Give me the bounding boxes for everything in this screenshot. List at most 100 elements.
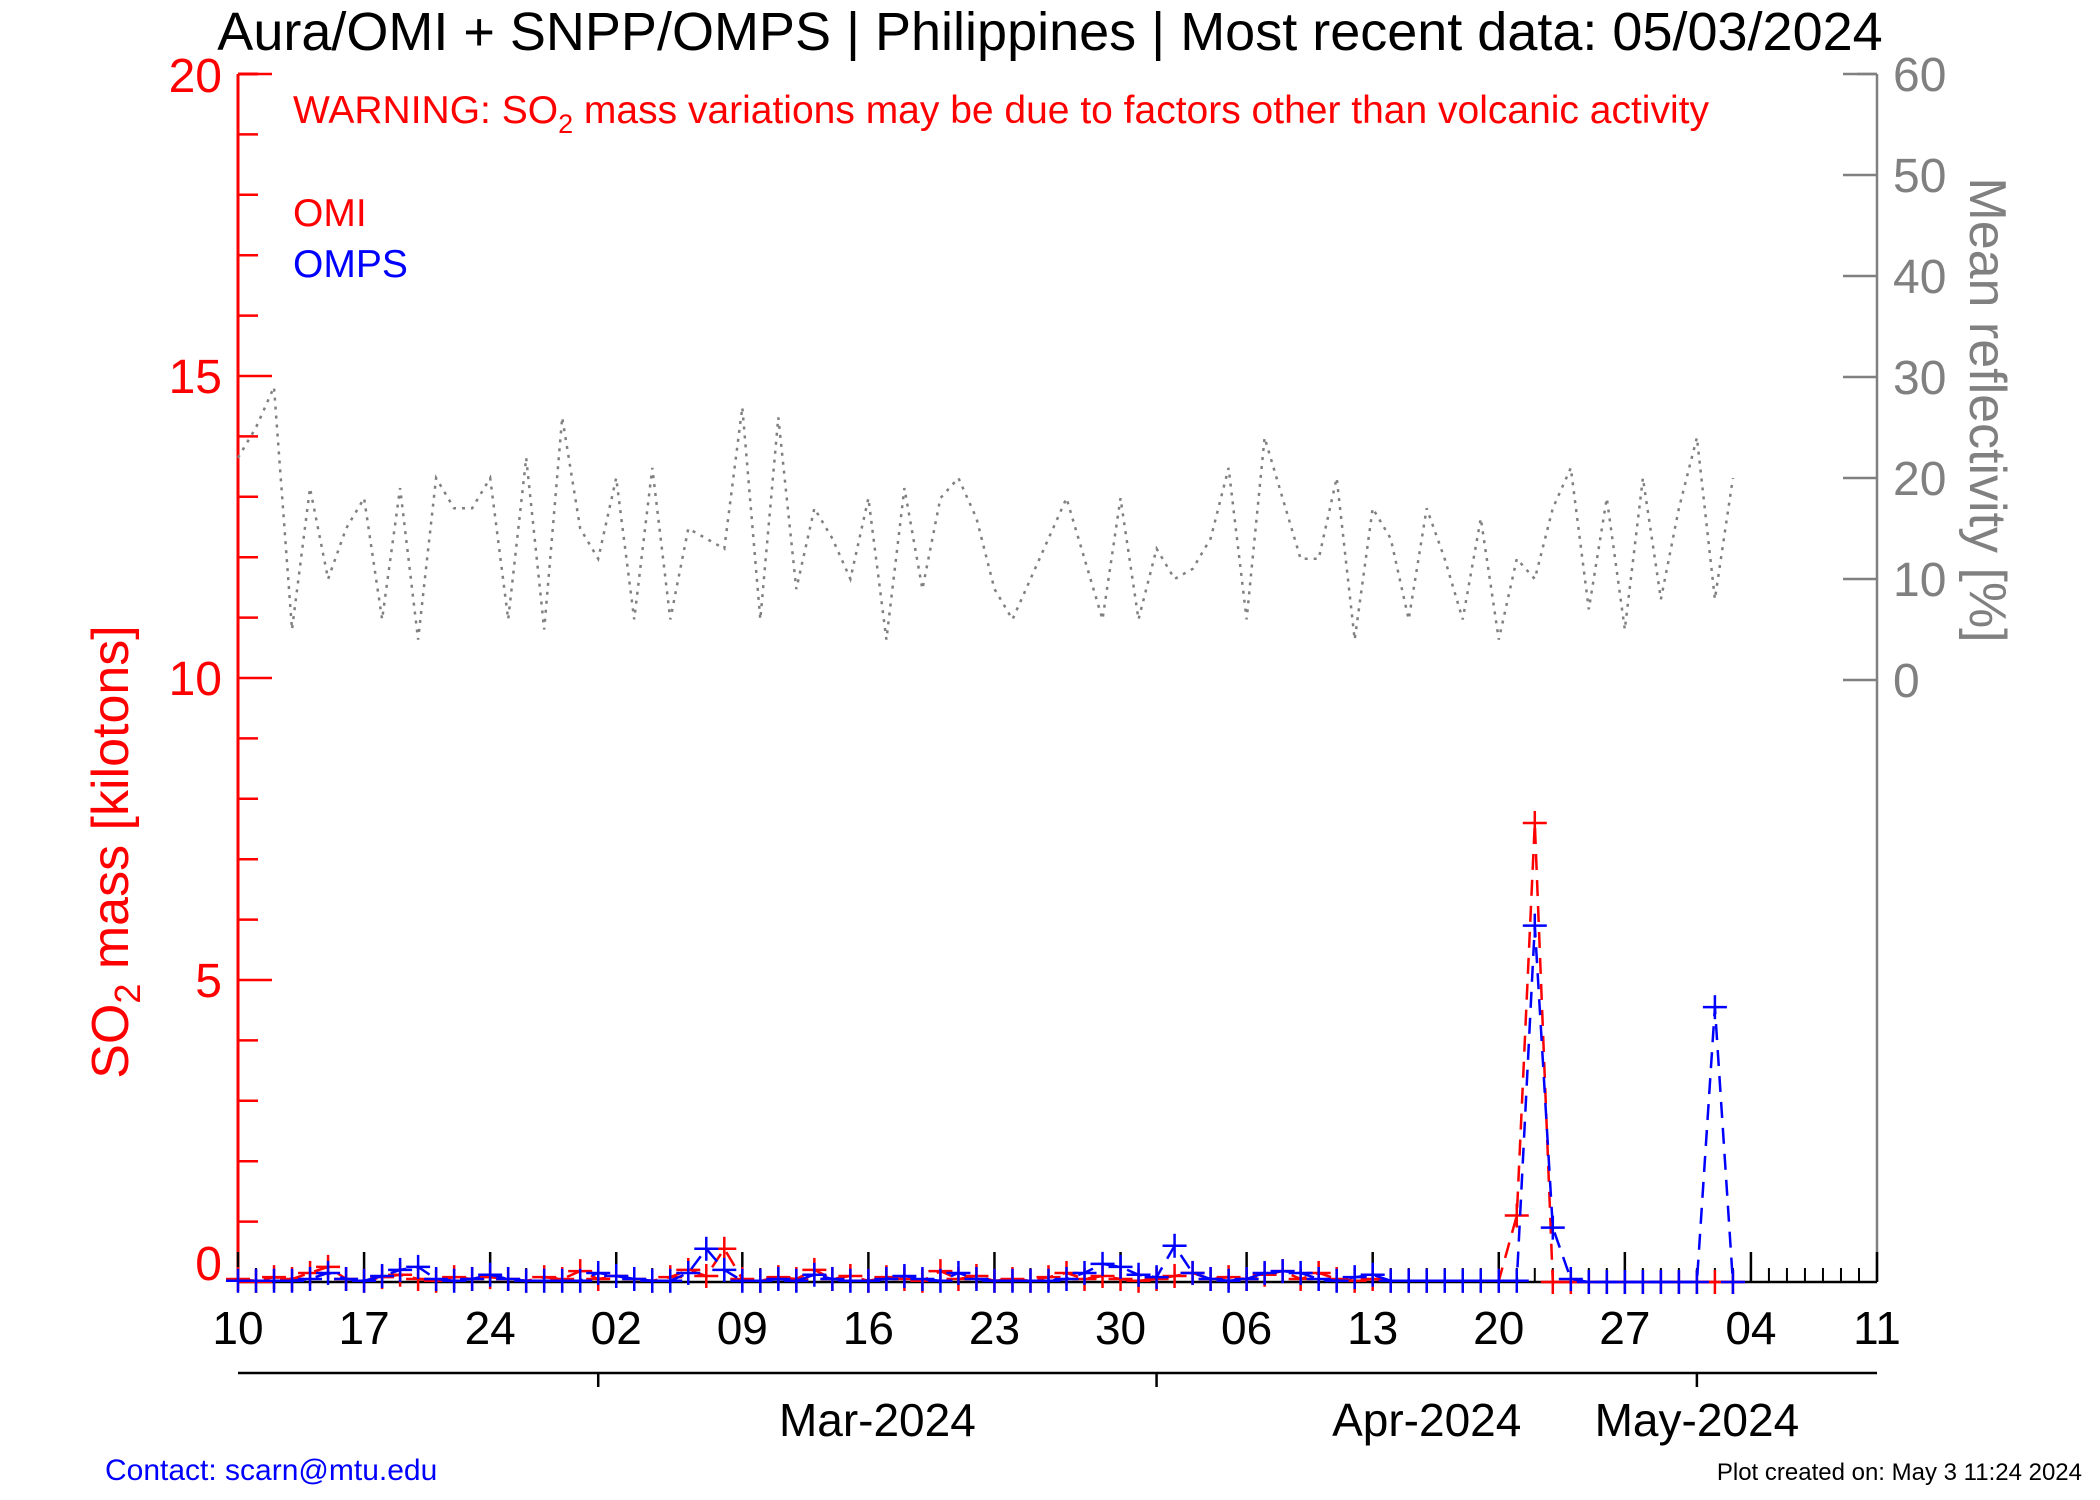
x-tick-label: 04: [1725, 1302, 1776, 1354]
omps-point: [370, 1263, 395, 1288]
omps-point: [388, 1257, 413, 1282]
y-left-tick-label: 5: [195, 955, 222, 1008]
omps-point: [424, 1266, 449, 1291]
omps-point: [1720, 1270, 1745, 1294]
omps-point: [802, 1262, 827, 1287]
x-tick-label: 06: [1221, 1302, 1272, 1354]
x-tick-label: 09: [717, 1302, 768, 1354]
omps-point: [568, 1268, 593, 1293]
omps-point: [766, 1266, 791, 1291]
omps-point: [298, 1266, 323, 1291]
omps-point: [910, 1266, 935, 1291]
omps-point: [1306, 1266, 1331, 1291]
omps-point: [604, 1263, 629, 1288]
omps-point: [1684, 1270, 1709, 1294]
month-axis: Mar-2024 Apr-2024 May-2024: [238, 1371, 1877, 1446]
omps-point: [676, 1260, 701, 1285]
axes: 0 5 10 15 20 0 10 20 30 40 50 60 10 17 24 02 09 16 23 30 06 1…: [169, 49, 1947, 1354]
omps-point: [1144, 1265, 1169, 1290]
omps-point: [460, 1266, 485, 1291]
month-label: May-2024: [1595, 1394, 1800, 1446]
omi-point: [694, 1263, 719, 1288]
omps-point: [442, 1268, 467, 1293]
reflectivity-series-line: [236, 386, 1735, 640]
y-left-tick-label: 10: [169, 653, 222, 706]
month-label: Apr-2024: [1332, 1394, 1521, 1446]
omps-point: [1108, 1254, 1133, 1279]
plot-series: [226, 386, 1745, 1294]
omps-point: [1702, 995, 1727, 1020]
x-tick-label: 27: [1599, 1302, 1650, 1354]
omps-point: [280, 1268, 305, 1293]
omps-point: [1540, 1215, 1565, 1240]
omps-point: [1522, 913, 1547, 938]
y-right-tick-label: 40: [1893, 251, 1946, 304]
omps-point: [334, 1266, 359, 1291]
contact-text: Contact: scarn@mtu.edu: [105, 1454, 437, 1487]
omps-point: [1270, 1259, 1295, 1284]
y-left-axis-label: SO2 mass [kilotons]: [82, 625, 148, 1079]
omps-point: [1180, 1260, 1205, 1285]
y-right-tick-label: 50: [1893, 150, 1946, 203]
omps-point: [658, 1268, 683, 1293]
y-left-label-prefix: SO: [82, 1004, 140, 1079]
omps-point: [352, 1268, 377, 1293]
omps-point: [1252, 1260, 1277, 1285]
y-right-tick-label: 30: [1893, 352, 1946, 405]
omps-point: [1054, 1266, 1079, 1291]
omps-point: [694, 1236, 719, 1261]
chart-title: Aura/OMI + SNPP/OMPS | Philippines | Mos…: [217, 2, 1882, 62]
warning-text: WARNING: SO2 mass variations may be due …: [293, 89, 1709, 139]
omps-point: [874, 1266, 899, 1291]
omi-point: [1522, 810, 1547, 835]
legend-omps: OMPS: [293, 243, 408, 286]
omps-point: [1324, 1268, 1349, 1293]
omps-point: [1162, 1233, 1187, 1258]
omps-point: [1342, 1265, 1367, 1290]
x-tick-label: 13: [1347, 1302, 1398, 1354]
y-right-tick-label: 0: [1893, 655, 1920, 708]
omps-point: [1198, 1266, 1223, 1291]
x-tick-label: 10: [212, 1302, 263, 1354]
omps-point: [1216, 1268, 1241, 1293]
x-tick-label: 02: [591, 1302, 642, 1354]
omi-series-line: [237, 822, 1733, 1284]
omps-point: [712, 1257, 737, 1282]
created-text: Plot created on: May 3 11:24 2024: [1717, 1459, 2082, 1486]
omps-point: [1126, 1262, 1151, 1287]
omps-point: [964, 1266, 989, 1291]
omps-point: [1090, 1251, 1115, 1276]
omps-point: [748, 1268, 773, 1293]
omps-point: [478, 1262, 503, 1287]
warning-subscript: 2: [558, 109, 573, 139]
omps-point: [856, 1268, 881, 1293]
x-tick-label: 11: [1853, 1302, 1901, 1354]
y-right-tick-label: 20: [1893, 453, 1946, 506]
omps-series-line: [238, 925, 1735, 1284]
omps-point: [1234, 1266, 1259, 1291]
x-tick-label: 23: [969, 1302, 1020, 1354]
omps-point: [1558, 1266, 1583, 1291]
omps-point: [1036, 1268, 1061, 1293]
y-left-tick-label: 15: [169, 351, 222, 404]
omps-point: [1360, 1262, 1385, 1287]
omps-point: [586, 1260, 611, 1285]
omps-point: [1504, 1268, 1529, 1293]
warning-suffix: mass variations may be due to factors ot…: [573, 89, 1709, 132]
omps-point: [892, 1263, 917, 1288]
omps-point: [820, 1266, 845, 1291]
omps-point: [316, 1260, 341, 1285]
y-left-label-suffix: mass [kilotons]: [82, 625, 140, 983]
x-tick-label: 17: [338, 1302, 389, 1354]
y-right-tick-label: 60: [1893, 49, 1946, 102]
omps-point: [946, 1260, 971, 1285]
x-tick-label: 16: [843, 1302, 894, 1354]
y-right-axis-label: Mean reflectivity [%]: [1958, 177, 2016, 642]
omps-point: [1072, 1260, 1097, 1285]
omps-point: [928, 1268, 953, 1293]
y-left-label-subscript: 2: [107, 984, 148, 1004]
omi-point: [1504, 1203, 1529, 1228]
omps-point: [784, 1268, 809, 1293]
omps-point: [1288, 1260, 1313, 1285]
